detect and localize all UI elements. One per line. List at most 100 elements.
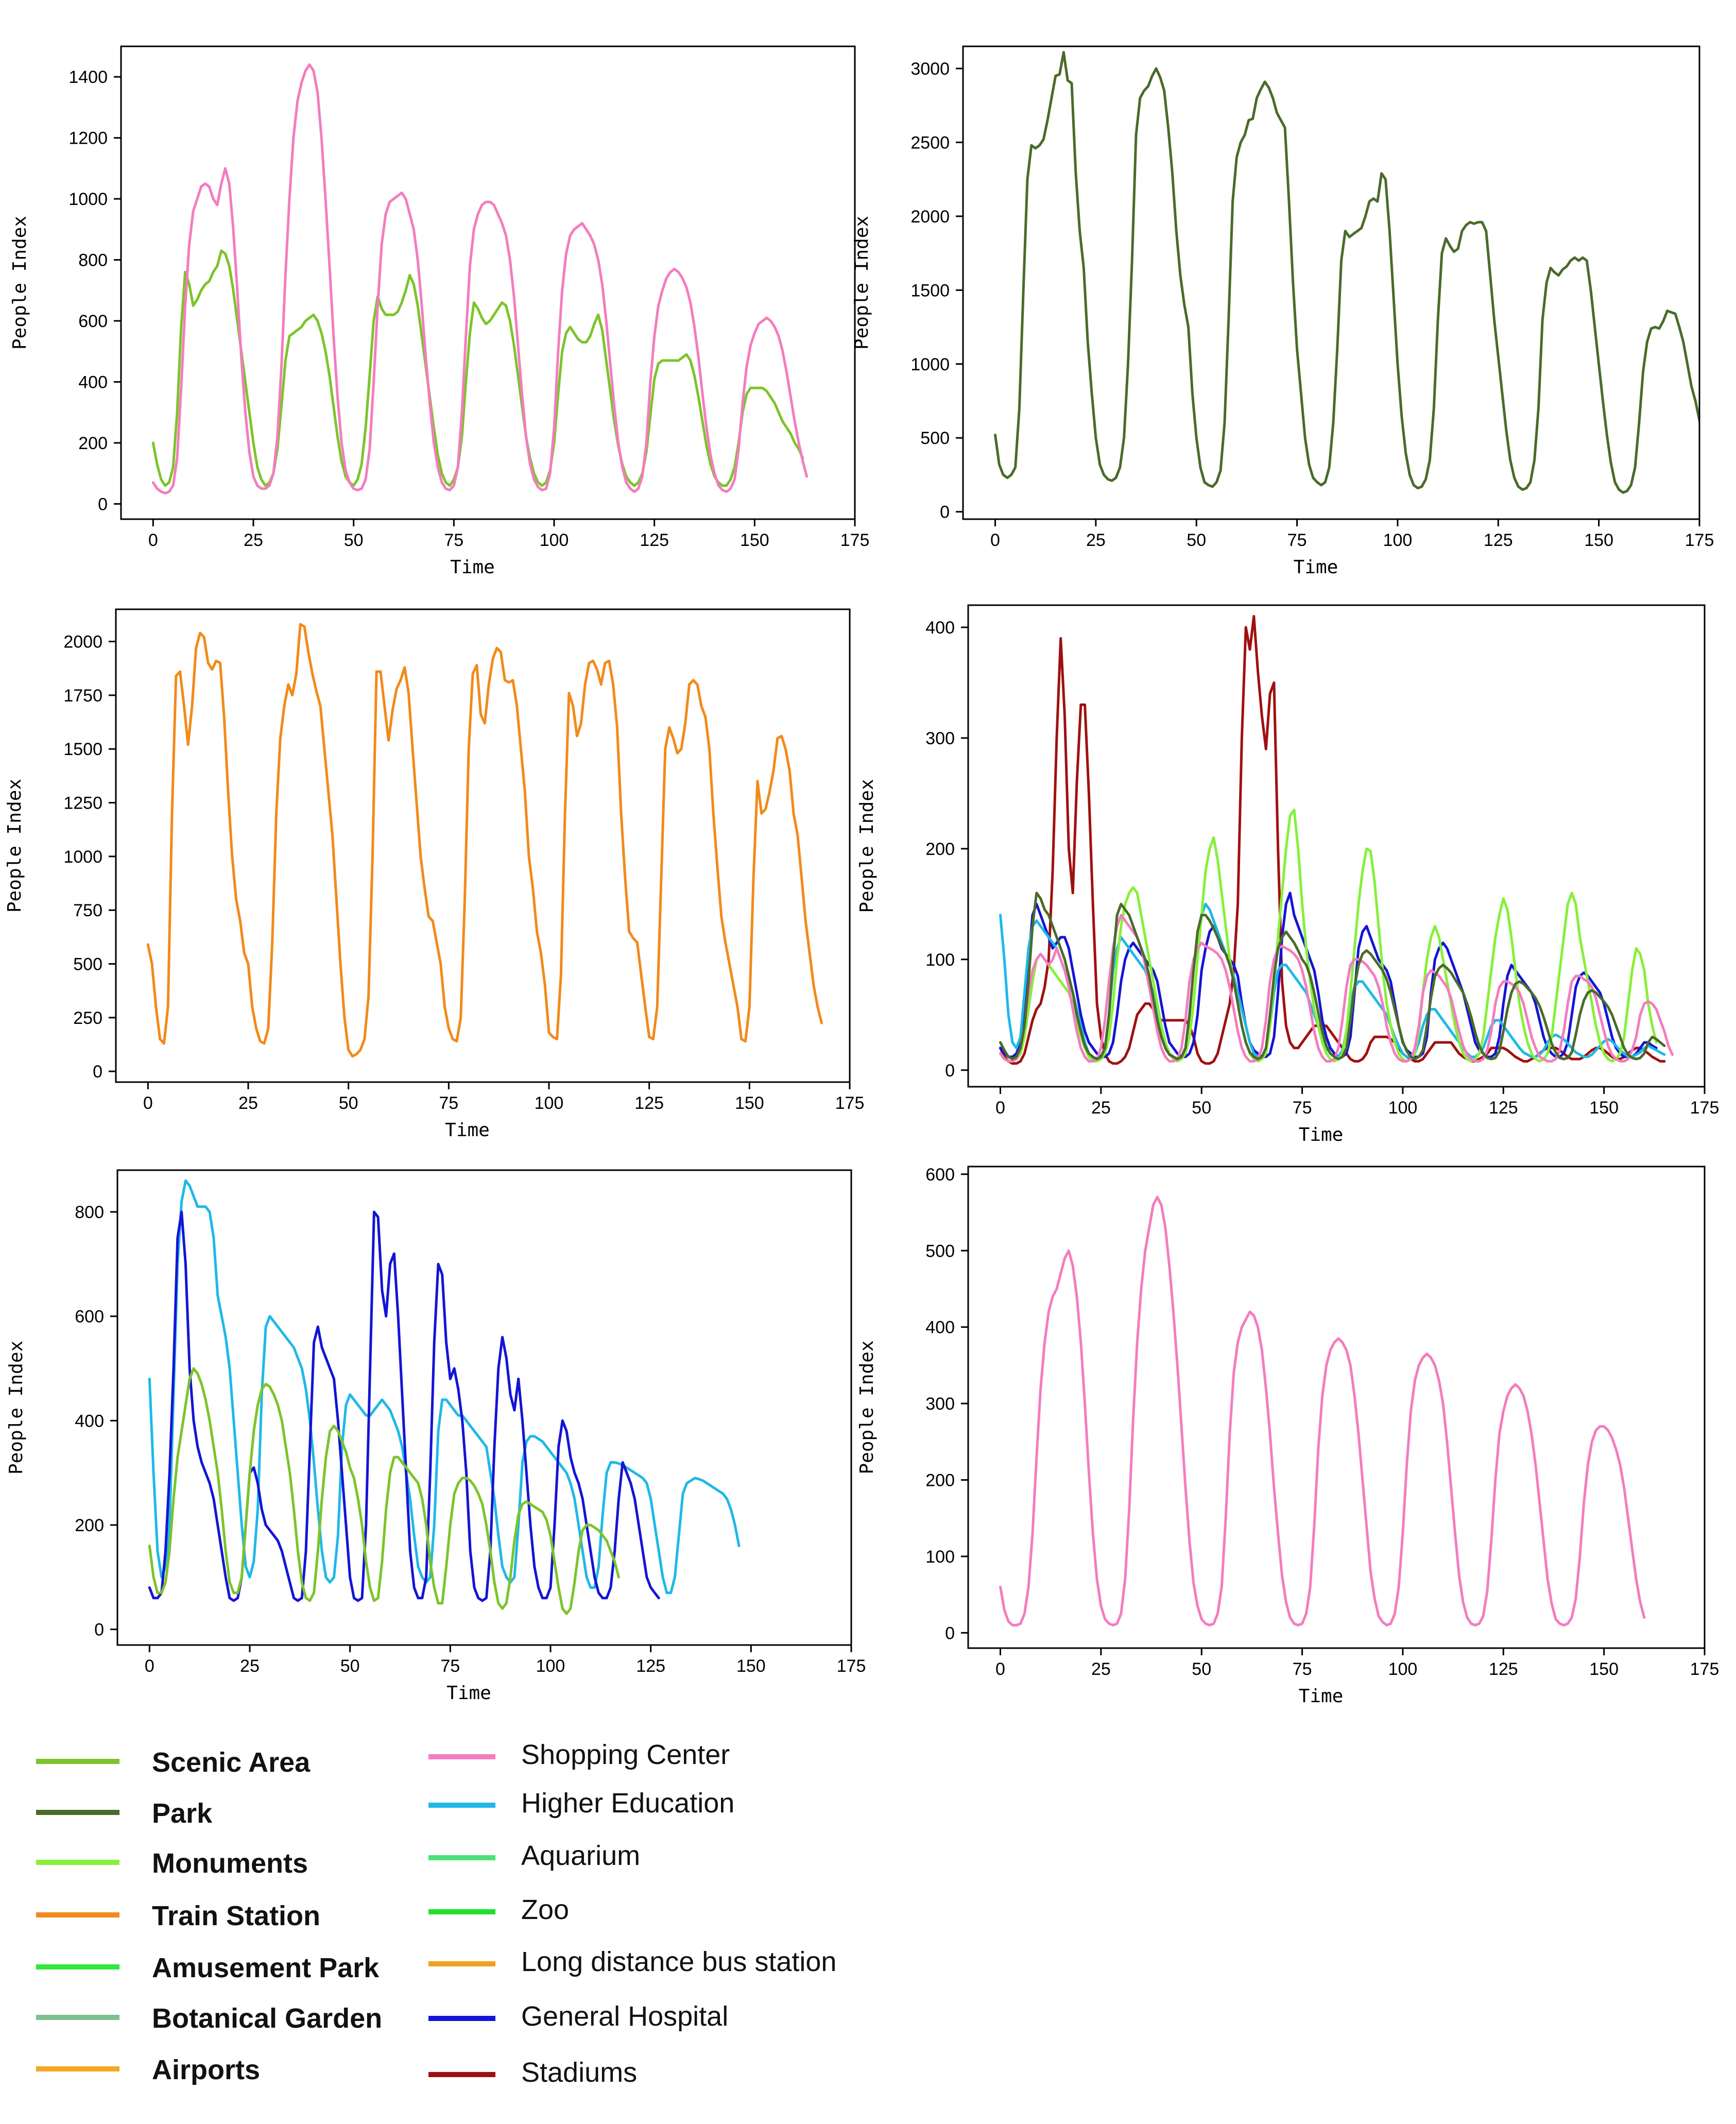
- series-group: [999, 1195, 1646, 1626]
- legend-item-general-hospital: General Hospital: [428, 2001, 728, 2032]
- y-tick-label: 500: [925, 1241, 955, 1261]
- x-tick-label: 125: [1489, 1098, 1518, 1118]
- y-tick-label: 500: [73, 955, 102, 974]
- y-tick-label: 0: [945, 1623, 955, 1643]
- series-group: [999, 615, 1674, 1065]
- x-axis-label: Time: [1294, 557, 1338, 578]
- x-tick-label: 75: [439, 1093, 458, 1113]
- series-line-scenic-area: [148, 1367, 620, 1615]
- x-tick-label: 125: [1484, 530, 1513, 550]
- y-tick-label: 0: [945, 1061, 955, 1081]
- x-tick-label: 50: [344, 530, 364, 550]
- x-tick-label: 100: [1388, 1659, 1418, 1679]
- x-tick-label: 100: [536, 1656, 565, 1676]
- x-tick-label: 125: [640, 530, 669, 550]
- legend-label: Stadiums: [521, 2057, 637, 2088]
- y-tick-label: 1000: [68, 190, 108, 209]
- legend-item-shopping-center: Shopping Center: [428, 1739, 730, 1770]
- y-tick-label: 0: [93, 1062, 102, 1082]
- legend-item-aquarium: Aquarium: [428, 1840, 640, 1871]
- plot-frame: [115, 608, 851, 1083]
- legend: Scenic Area Park Monuments Train Station…: [36, 1739, 836, 2088]
- y-tick-label: 1750: [63, 686, 102, 706]
- y-axis-label: People Index: [4, 779, 25, 913]
- y-tick-label: 2500: [910, 133, 950, 152]
- y-tick-label: 400: [78, 372, 108, 392]
- legend-label: Train Station: [152, 1900, 320, 1931]
- x-tick-label: 100: [540, 530, 569, 550]
- legend-label: Botanical Garden: [152, 2003, 382, 2034]
- y-axis-label: People Index: [851, 216, 872, 350]
- y-tick-label: 2000: [910, 207, 950, 227]
- x-tick-label: 75: [1293, 1098, 1312, 1118]
- y-tick-label: 3000: [910, 59, 950, 79]
- x-tick-label: 0: [995, 1659, 1005, 1679]
- legend-label: Shopping Center: [521, 1739, 730, 1770]
- y-tick-label: 1400: [68, 67, 108, 87]
- x-axis-label: Time: [1299, 1124, 1344, 1145]
- x-axis-label: Time: [445, 1120, 490, 1141]
- x-tick-label: 175: [1685, 530, 1714, 550]
- x-axis-label: Time: [446, 1683, 491, 1704]
- y-tick-label: 0: [98, 494, 108, 514]
- x-tick-label: 75: [440, 1656, 460, 1676]
- y-tick-label: 1200: [68, 129, 108, 148]
- series-line-shopping-center: [151, 63, 809, 495]
- y-tick-label: 600: [75, 1307, 104, 1327]
- series-line-stadiums: [999, 615, 1666, 1065]
- x-tick-label: 50: [1192, 1098, 1211, 1118]
- x-axis-label: Time: [1299, 1686, 1344, 1707]
- y-tick-label: 800: [78, 251, 108, 270]
- series-line-park: [994, 51, 1699, 494]
- series-group: [151, 63, 809, 495]
- legend-item-botanical-garden: Botanical Garden: [36, 2003, 382, 2034]
- legend-label: Monuments: [152, 1848, 308, 1879]
- x-tick-label: 100: [535, 1093, 564, 1113]
- y-tick-label: 300: [925, 729, 955, 748]
- chart-panel-5: 0 25 50 75 100 125 150 175 0 200 400 600 800 Time Peop…: [6, 1169, 866, 1704]
- y-tick-label: 1250: [63, 794, 102, 813]
- y-tick-label: 2000: [63, 632, 102, 652]
- x-tick-label: 175: [837, 1656, 866, 1676]
- legend-label: Higher Education: [521, 1788, 734, 1819]
- x-tick-label: 125: [634, 1093, 664, 1113]
- plot-frame: [967, 604, 1706, 1088]
- y-tick-label: 400: [925, 1318, 955, 1338]
- y-axis-label: People Index: [9, 216, 30, 350]
- x-tick-label: 150: [1584, 530, 1613, 550]
- y-tick-label: 0: [940, 503, 950, 522]
- legend-label: Scenic Area: [152, 1747, 311, 1778]
- x-tick-label: 0: [990, 530, 1000, 550]
- y-axis-label: People Index: [856, 779, 878, 913]
- chart-panel-1: 0 25 50 75 100 125 150 175 0 200 400 600 800 1000 1200…: [9, 45, 869, 578]
- x-tick-label: 0: [145, 1656, 154, 1676]
- series-line-general-hospital: [148, 1210, 660, 1602]
- legend-item-stadiums: Stadiums: [428, 2057, 637, 2088]
- legend-label: Zoo: [521, 1894, 569, 1925]
- series-line-higher-education: [148, 1179, 741, 1595]
- y-tick-label: 400: [75, 1411, 104, 1431]
- x-tick-label: 125: [1489, 1659, 1518, 1679]
- x-tick-label: 175: [835, 1093, 865, 1113]
- y-tick-label: 250: [73, 1008, 102, 1028]
- legend-item-scenic-area: Scenic Area: [36, 1747, 311, 1778]
- x-tick-label: 50: [1192, 1659, 1211, 1679]
- x-tick-label: 0: [995, 1098, 1005, 1118]
- x-tick-label: 50: [339, 1093, 358, 1113]
- legend-item-park: Park: [36, 1798, 213, 1829]
- x-tick-label: 25: [244, 530, 263, 550]
- x-tick-label: 50: [340, 1656, 360, 1676]
- x-tick-label: 50: [1187, 530, 1206, 550]
- x-tick-label: 150: [1589, 1659, 1619, 1679]
- x-tick-label: 150: [735, 1093, 764, 1113]
- legend-item-zoo: Zoo: [428, 1894, 569, 1925]
- y-tick-label: 400: [925, 618, 955, 638]
- series-line-train-station: [146, 623, 823, 1058]
- y-tick-label: 1500: [910, 281, 950, 300]
- y-tick-label: 1000: [910, 355, 950, 374]
- x-tick-label: 0: [143, 1093, 153, 1113]
- x-axis-label: Time: [450, 557, 495, 578]
- y-tick-label: 750: [73, 901, 102, 920]
- legend-item-amusement-park: Amusement Park: [36, 1952, 380, 1983]
